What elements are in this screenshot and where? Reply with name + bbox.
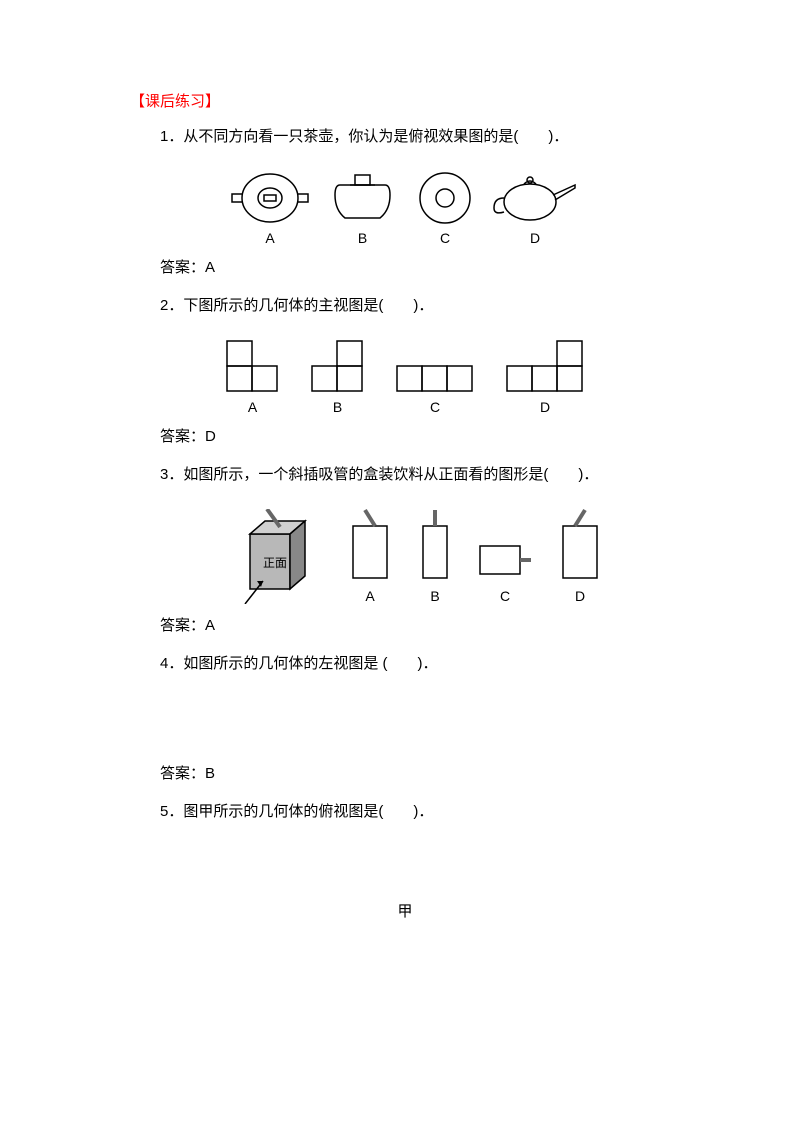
answer-value: A: [205, 259, 215, 276]
teapot-top-icon: [230, 170, 310, 225]
answer-value: A: [205, 617, 215, 634]
option-label: A: [365, 588, 374, 604]
question-5-text: 5．图甲所示的几何体的俯视图是( )．: [130, 798, 680, 825]
question-2-figures: A B C D: [130, 339, 680, 415]
question-3-figures: 正面 A B C D: [160, 508, 680, 604]
option-label: D: [575, 588, 585, 604]
option-label: B: [358, 230, 367, 246]
teapot-side-icon: [490, 170, 580, 225]
figure-1-b: B: [325, 170, 400, 246]
figure-3-a: A: [345, 508, 395, 604]
answer-value: B: [205, 765, 215, 782]
option-label: C: [430, 399, 440, 415]
answer-label: 答案：: [160, 765, 205, 782]
blocks-d-icon: [505, 339, 585, 394]
blocks-c-icon: [395, 364, 475, 394]
answer-label: 答案：: [160, 428, 205, 445]
answer-label: 答案：: [160, 617, 205, 634]
box-c-icon: [475, 538, 535, 583]
figure-caption-jia: 甲: [130, 900, 680, 921]
question-2-text: 2．下图所示的几何体的主视图是( )．: [130, 292, 680, 319]
figure-2-b: B: [310, 339, 365, 415]
option-label: C: [500, 588, 510, 604]
figure-3-main: 正面: [235, 509, 325, 604]
box-d-icon: [555, 508, 605, 583]
option-label: C: [440, 230, 450, 246]
option-label: B: [333, 399, 342, 415]
blocks-a-icon: [225, 339, 280, 394]
question-4-text: 4．如图所示的几何体的左视图是 ( )．: [130, 650, 680, 677]
spacer: [130, 692, 680, 752]
figure-2-a: A: [225, 339, 280, 415]
blocks-b-icon: [310, 339, 365, 394]
question-1-text: 1．从不同方向看一只茶壶，你认为是俯视效果图的是( )．: [130, 123, 680, 150]
figure-2-c: C: [395, 364, 475, 415]
figure-1-a: A: [230, 170, 310, 246]
figure-1-c: C: [415, 170, 475, 246]
option-label: A: [248, 399, 257, 415]
figure-3-c: C: [475, 538, 535, 604]
juice-box-3d-icon: 正面: [235, 509, 325, 604]
answer-1: 答案：A: [130, 256, 680, 277]
option-label: D: [540, 399, 550, 415]
answer-4: 答案：B: [130, 762, 680, 783]
box-b-icon: [415, 508, 455, 583]
figure-3-b: B: [415, 508, 455, 604]
answer-label: 答案：: [160, 259, 205, 276]
box-a-icon: [345, 508, 395, 583]
spacer: [130, 840, 680, 870]
option-label: B: [430, 588, 439, 604]
figure-3-d: D: [555, 508, 605, 604]
figure-2-d: D: [505, 339, 585, 415]
teapot-front-icon: [325, 170, 400, 225]
option-label: D: [530, 230, 540, 246]
question-1-figures: A B C D: [130, 170, 680, 246]
circle-ring-icon: [415, 170, 475, 225]
option-label: A: [265, 230, 274, 246]
svg-text:正面: 正面: [263, 556, 287, 570]
section-title: 【课后练习】: [130, 90, 680, 111]
figure-1-d: D: [490, 170, 580, 246]
answer-2: 答案：D: [130, 425, 680, 446]
answer-3: 答案：A: [130, 614, 680, 635]
answer-value: D: [205, 428, 216, 445]
question-3-text: 3．如图所示，一个斜插吸管的盒装饮料从正面看的图形是( )．: [130, 461, 680, 488]
